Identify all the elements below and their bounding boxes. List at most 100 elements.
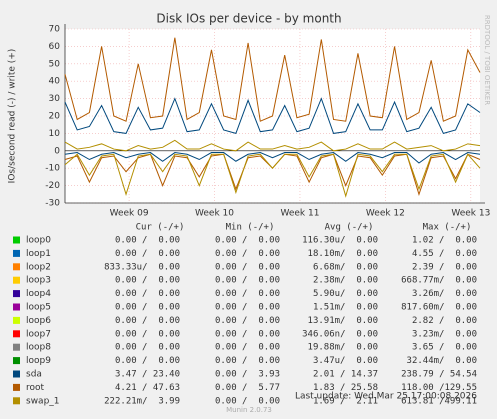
- legend-min: 0.00 / 0.00: [215, 316, 280, 326]
- legend-name: loop9: [26, 356, 51, 366]
- y-tick-label: 70: [49, 25, 61, 35]
- chart-title: Disk IOs per device - by month: [156, 12, 341, 26]
- legend-swatch: [13, 249, 20, 257]
- legend-swatch: [13, 236, 20, 244]
- legend-cur: 0.00 / 0.00: [115, 343, 180, 353]
- legend-avg: 13.91m/ 0.00: [308, 316, 378, 326]
- legend-name: loop3: [26, 276, 51, 286]
- legend-cur: 0.00 / 0.00: [115, 276, 180, 286]
- legend-avg: 6.68m/ 0.00: [313, 262, 378, 272]
- legend-swatch: [13, 370, 20, 378]
- legend-max: 238.79 / 54.54: [401, 370, 477, 380]
- y-tick-label: 20: [49, 112, 61, 122]
- legend-min: 0.00 / 0.00: [215, 343, 280, 353]
- legend-avg: 5.90u/ 0.00: [313, 289, 378, 299]
- legend-min: 0.00 / 0.00: [215, 236, 280, 246]
- legend-cur: 3.47 / 23.40: [115, 370, 180, 380]
- y-tick-label: 0: [54, 146, 60, 156]
- version: Munin 2.0.73: [226, 406, 272, 414]
- legend-cur: 0.00 / 0.00: [115, 289, 180, 299]
- x-tick-label: Week 12: [366, 209, 405, 219]
- x-tick-label: Week 11: [280, 209, 319, 219]
- x-tick-label: Week 10: [195, 209, 234, 219]
- legend-cur: 0.00 / 0.00: [115, 236, 180, 246]
- legend-header: Min (-/+): [226, 223, 275, 233]
- legend-max: 3.26m/ 0.00: [412, 289, 477, 299]
- legend-avg: 1.51m/ 0.00: [313, 303, 378, 313]
- legend-max: 817.60m/ 0.00: [401, 303, 477, 313]
- legend-avg: 18.10m/ 0.00: [308, 249, 378, 259]
- legend-name: loop6: [26, 316, 51, 326]
- legend-name: loop8: [26, 343, 51, 353]
- legend-min: 0.00 / 5.77: [215, 383, 280, 393]
- legend-swatch: [13, 383, 20, 391]
- legend-avg: 2.38m/ 0.00: [313, 276, 378, 286]
- legend-min: 0.00 / 0.00: [215, 249, 280, 259]
- legend-avg: 346.06n/ 0.00: [302, 329, 378, 339]
- legend-max: 2.39 / 0.00: [412, 262, 477, 272]
- legend-min: 0.00 / 0.00: [215, 303, 280, 313]
- legend-swatch: [13, 316, 20, 324]
- legend-swatch: [13, 357, 20, 365]
- legend-max: 668.77m/ 0.00: [401, 276, 477, 286]
- legend-min: 0.00 / 0.00: [215, 289, 280, 299]
- legend-header: Max (-/+): [423, 223, 472, 233]
- x-tick-label: Week 13: [451, 209, 490, 219]
- legend-name: loop2: [26, 262, 51, 272]
- legend-cur: 833.33u/ 0.00: [104, 262, 180, 272]
- legend-min: 0.00 / 0.00: [215, 329, 280, 339]
- legend-name: root: [26, 383, 45, 393]
- y-tick-label: 40: [49, 77, 61, 87]
- legend-max: 3.23m/ 0.00: [412, 329, 477, 339]
- series-line: [64, 37, 481, 122]
- legend-swatch: [13, 330, 20, 338]
- y-tick-label: 10: [49, 129, 61, 139]
- legend-name: loop0: [26, 236, 51, 246]
- legend-avg: 116.30u/ 0.00: [302, 236, 378, 246]
- legend-swatch: [13, 263, 20, 271]
- legend-swatch: [13, 290, 20, 298]
- x-tick-label: Week 09: [110, 209, 149, 219]
- legend-name: swap_1: [26, 396, 60, 406]
- series-line: [64, 152, 481, 164]
- legend-min: 0.00 / 0.00: [215, 262, 280, 272]
- legend-swatch: [13, 276, 20, 284]
- legend-avg: 2.01 / 14.37: [313, 370, 378, 380]
- legend-cur: 0.00 / 0.00: [115, 356, 180, 366]
- y-axis-label: IOs/second read (-) / write (+): [8, 49, 18, 184]
- legend-avg: 19.88m/ 0.00: [308, 343, 378, 353]
- legend-max: 3.65 / 0.00: [412, 343, 477, 353]
- legend-max: 32.44m/ 0.00: [407, 356, 477, 366]
- legend-avg: 1.69 / 2.11: [313, 396, 378, 406]
- legend-swatch: [13, 343, 20, 351]
- legend-max: 118.00 /129.55: [401, 383, 477, 393]
- series-line: [64, 97, 481, 135]
- legend-min: 0.00 / 0.00: [215, 276, 280, 286]
- legend-max: 4.55 / 0.00: [412, 249, 477, 259]
- last-update: Last update: Wed Mar 25 17:00:08 2026: [295, 392, 477, 402]
- legend-cur: 0.00 / 0.00: [115, 329, 180, 339]
- legend-name: loop4: [26, 289, 51, 299]
- y-tick-label: -20: [45, 181, 60, 191]
- legend-swatch: [13, 303, 20, 311]
- legend-name: loop5: [26, 303, 51, 313]
- legend-max: 613.81 /499.11: [401, 396, 477, 406]
- legend-cur: 222.21m/ 3.99: [104, 396, 180, 406]
- legend-name: sda: [26, 370, 42, 380]
- legend-avg: 1.83 / 25.58: [313, 383, 378, 393]
- legend-cur: 0.00 / 0.00: [115, 303, 180, 313]
- side-label: RRDTOOL / TOBI OETIKER: [483, 15, 491, 105]
- legend-min: 0.00 / 3.93: [215, 370, 280, 380]
- legend-min: 0.00 / 0.00: [215, 396, 280, 406]
- legend-name: loop7: [26, 329, 51, 339]
- legend-header: Avg (-/+): [325, 223, 374, 233]
- legend-max: 2.82 / 0.00: [412, 316, 477, 326]
- series-line: [64, 139, 481, 152]
- legend-cur: 0.00 / 0.00: [115, 316, 180, 326]
- legend-avg: 3.47u/ 0.00: [313, 356, 378, 366]
- y-tick-label: -30: [45, 199, 60, 209]
- legend-swatch: [13, 397, 20, 405]
- legend-min: 0.00 / 0.00: [215, 356, 280, 366]
- series-line: [64, 153, 481, 198]
